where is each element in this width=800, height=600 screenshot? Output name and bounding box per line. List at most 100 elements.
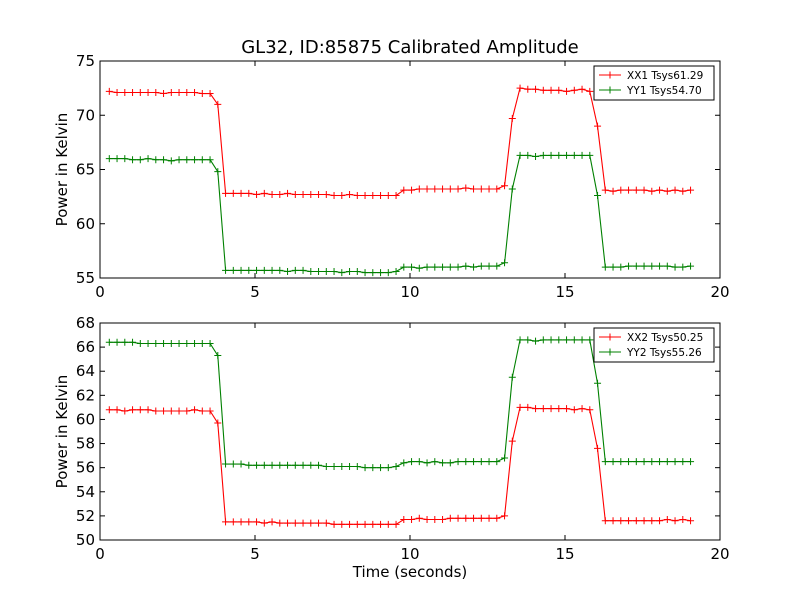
legend-box bbox=[593, 65, 715, 101]
data-point bbox=[594, 379, 602, 387]
data-point bbox=[485, 185, 493, 193]
data-point bbox=[431, 516, 439, 524]
data-point bbox=[524, 85, 532, 93]
data-point bbox=[493, 458, 501, 466]
data-point bbox=[400, 263, 408, 271]
data-point bbox=[617, 517, 625, 525]
data-point bbox=[144, 155, 152, 163]
y-axis-label: Power in Kelvin bbox=[53, 375, 71, 489]
data-point bbox=[198, 407, 206, 415]
y-tick-label: 66 bbox=[76, 338, 95, 356]
data-point bbox=[346, 462, 354, 470]
data-point bbox=[121, 407, 129, 415]
data-point bbox=[470, 514, 478, 522]
data-point bbox=[229, 189, 237, 197]
data-point bbox=[369, 192, 377, 200]
data-point bbox=[214, 352, 222, 360]
data-point bbox=[315, 190, 323, 198]
data-point bbox=[222, 518, 230, 526]
data-point bbox=[167, 88, 175, 96]
data-point bbox=[656, 262, 664, 270]
data-point bbox=[237, 460, 245, 468]
data-point bbox=[586, 151, 594, 159]
figure-title: GL32, ID:85875 Calibrated Amplitude bbox=[241, 37, 579, 58]
data-point bbox=[663, 458, 671, 466]
data-point bbox=[516, 84, 524, 92]
data-point bbox=[384, 464, 392, 472]
data-point bbox=[377, 464, 385, 472]
data-point bbox=[392, 462, 400, 470]
data-point bbox=[609, 517, 617, 525]
legend-marker bbox=[606, 71, 614, 79]
data-point bbox=[377, 192, 385, 200]
data-point bbox=[198, 339, 206, 347]
data-point bbox=[175, 156, 183, 164]
data-point bbox=[384, 269, 392, 277]
data-point bbox=[532, 337, 540, 345]
data-point bbox=[268, 190, 276, 198]
data-point bbox=[113, 338, 121, 346]
data-point bbox=[524, 336, 532, 344]
data-point bbox=[563, 405, 571, 413]
data-point bbox=[671, 458, 679, 466]
data-point bbox=[160, 156, 168, 164]
data-point bbox=[299, 519, 307, 527]
data-point bbox=[361, 269, 369, 277]
data-point bbox=[601, 517, 609, 525]
data-point bbox=[601, 458, 609, 466]
data-point bbox=[508, 185, 516, 193]
data-point bbox=[307, 190, 315, 198]
data-point bbox=[594, 192, 602, 200]
data-point bbox=[346, 520, 354, 528]
data-point bbox=[477, 514, 485, 522]
data-point bbox=[431, 185, 439, 193]
data-point bbox=[477, 185, 485, 193]
data-point bbox=[136, 406, 144, 414]
data-point bbox=[454, 458, 462, 466]
data-point bbox=[501, 454, 509, 462]
data-point bbox=[508, 115, 516, 123]
data-point bbox=[454, 185, 462, 193]
data-point bbox=[307, 461, 315, 469]
data-point bbox=[524, 151, 532, 159]
data-point bbox=[687, 186, 695, 194]
data-point bbox=[222, 189, 230, 197]
data-point bbox=[648, 262, 656, 270]
data-point bbox=[679, 458, 687, 466]
data-point bbox=[687, 262, 695, 270]
data-point bbox=[547, 151, 555, 159]
data-point bbox=[338, 520, 346, 528]
data-point bbox=[555, 151, 563, 159]
data-point bbox=[493, 514, 501, 522]
data-point bbox=[229, 518, 237, 526]
data-point bbox=[183, 156, 191, 164]
bottom-panel: 0 5 10 15 20 50 52 54 56 58 60 62 64 66 68 Power in Kel… bbox=[53, 314, 730, 581]
data-point bbox=[105, 406, 113, 414]
data-point bbox=[113, 155, 121, 163]
y-tick-label: 56 bbox=[76, 459, 95, 477]
data-point bbox=[214, 100, 222, 108]
y-tick-label: 70 bbox=[76, 106, 95, 124]
data-point bbox=[284, 519, 292, 527]
data-point bbox=[687, 458, 695, 466]
data-point bbox=[547, 86, 555, 94]
data-point bbox=[260, 266, 268, 274]
legend-label: YY1 Tsys54.70 bbox=[626, 85, 702, 97]
data-point bbox=[508, 373, 516, 381]
data-point bbox=[175, 339, 183, 347]
data-point bbox=[253, 518, 261, 526]
data-point bbox=[555, 86, 563, 94]
data-point bbox=[679, 187, 687, 195]
data-point bbox=[609, 187, 617, 195]
data-point bbox=[268, 518, 276, 526]
data-point bbox=[563, 336, 571, 344]
data-point bbox=[237, 266, 245, 274]
data-point bbox=[260, 461, 268, 469]
data-point bbox=[470, 263, 478, 271]
data-point bbox=[237, 518, 245, 526]
data-point bbox=[105, 87, 113, 95]
data-point bbox=[191, 339, 199, 347]
data-point bbox=[183, 88, 191, 96]
data-point bbox=[307, 267, 315, 275]
data-point bbox=[671, 186, 679, 194]
